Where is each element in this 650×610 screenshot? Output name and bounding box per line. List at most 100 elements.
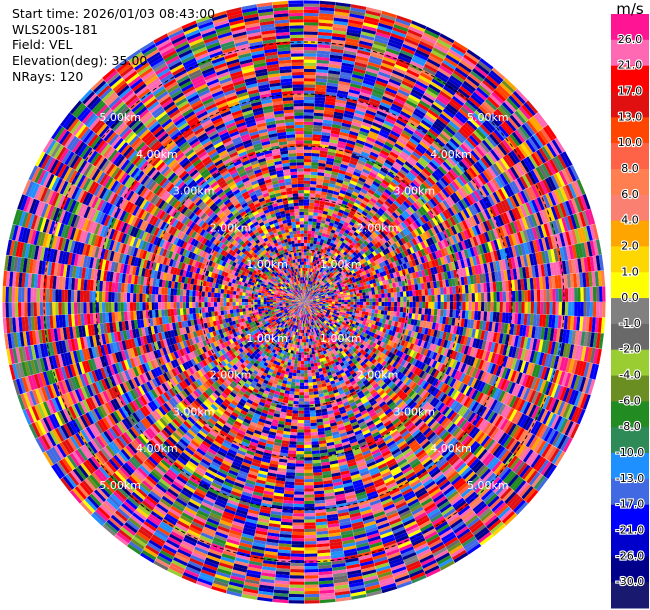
velocity-gate — [398, 135, 409, 143]
velocity-gate — [315, 244, 320, 248]
velocity-gate — [313, 212, 318, 216]
velocity-gate — [353, 223, 359, 229]
velocity-gate — [314, 200, 320, 204]
velocity-gate — [344, 229, 350, 235]
velocity-gate — [350, 218, 357, 224]
velocity-gate — [304, 208, 309, 212]
velocity-gate — [391, 103, 403, 111]
velocity-gate — [314, 203, 320, 207]
velocity-gate — [376, 137, 386, 144]
velocity-gate — [381, 179, 390, 187]
velocity-gate — [317, 257, 321, 262]
velocity-gate — [323, 260, 328, 265]
velocity-gate — [390, 166, 399, 174]
velocity-gate — [339, 244, 345, 250]
velocity-gate — [319, 226, 324, 230]
velocity-gate — [322, 122, 332, 127]
velocity-gate — [394, 21, 410, 29]
velocity-gate — [317, 264, 321, 268]
velocity-gate — [307, 268, 310, 272]
velocity-gate — [356, 162, 365, 169]
velocity-gate — [383, 162, 392, 169]
velocity-gate — [363, 115, 374, 122]
velocity-gate — [310, 237, 315, 241]
velocity-gate — [374, 116, 385, 123]
velocity-gate — [304, 96, 315, 101]
velocity-gate — [373, 142, 383, 150]
velocity-gate — [312, 282, 315, 286]
velocity-gate — [400, 150, 410, 159]
velocity-gate — [442, 59, 457, 70]
velocity-gate — [320, 197, 326, 202]
velocity-gate — [353, 64, 367, 71]
velocity-gate — [307, 294, 310, 297]
velocity-gate — [347, 22, 363, 29]
velocity-gate — [315, 72, 328, 77]
velocity-gate — [331, 127, 341, 132]
velocity-gate — [365, 109, 377, 117]
velocity-gate — [422, 32, 438, 42]
velocity-gate — [326, 195, 333, 200]
velocity-gate — [334, 252, 339, 257]
velocity-gate — [347, 166, 356, 172]
velocity-gate — [316, 222, 321, 226]
velocity-gate — [335, 201, 342, 207]
velocity-gate — [343, 197, 350, 203]
velocity-gate — [327, 189, 334, 194]
velocity-gate — [328, 245, 333, 250]
velocity-gate — [424, 29, 440, 39]
velocity-gate — [307, 230, 312, 234]
velocity-gate — [307, 274, 310, 278]
velocity-gate — [317, 38, 332, 43]
velocity-gate — [391, 148, 401, 156]
velocity-gate — [316, 69, 329, 74]
velocity-gate — [419, 100, 431, 109]
velocity-gate — [355, 139, 366, 146]
velocity-gate — [320, 235, 326, 240]
velocity-gate — [381, 125, 392, 133]
velocity-gate — [362, 22, 378, 29]
velocity-gate — [319, 241, 324, 246]
velocity-gate — [336, 178, 344, 184]
velocity-gate — [306, 258, 309, 262]
velocity-gate — [429, 52, 444, 63]
velocity-gate — [345, 171, 353, 178]
velocity-gate — [317, 247, 322, 252]
velocity-gate — [354, 145, 363, 151]
velocity-gate — [316, 238, 321, 242]
velocity-gate — [321, 245, 326, 250]
velocity-gate — [304, 53, 317, 57]
velocity-gate — [307, 283, 309, 287]
velocity-gate — [327, 73, 340, 78]
velocity-gate — [374, 37, 389, 45]
velocity-gate — [304, 131, 313, 135]
velocity-gate — [306, 271, 309, 275]
velocity-gate — [360, 188, 368, 195]
velocity-gate — [358, 215, 365, 222]
velocity-gate — [313, 115, 324, 120]
velocity-gate — [448, 48, 463, 60]
velocity-gate — [338, 192, 346, 198]
velocity-gate — [316, 270, 320, 275]
velocity-gate — [311, 252, 315, 257]
velocity-gate — [348, 16, 364, 23]
velocity-gate — [366, 136, 376, 143]
velocity-gate — [329, 260, 334, 265]
velocity-gate — [342, 119, 353, 125]
velocity-gate — [342, 239, 348, 245]
velocity-gate — [316, 178, 324, 183]
velocity-gate — [331, 123, 342, 129]
velocity-gate — [304, 295, 306, 299]
velocity-gate — [376, 28, 392, 36]
velocity-gate — [317, 50, 331, 55]
velocity-gate — [341, 157, 350, 163]
velocity-gate — [425, 26, 441, 36]
velocity-gate — [315, 228, 320, 232]
velocity-gate — [346, 168, 354, 175]
velocity-gate — [388, 133, 399, 141]
velocity-gate — [304, 264, 306, 268]
velocity-gate — [317, 47, 331, 52]
velocity-gate — [345, 191, 352, 197]
velocity-gate — [416, 46, 431, 56]
velocity-gate — [335, 181, 343, 187]
